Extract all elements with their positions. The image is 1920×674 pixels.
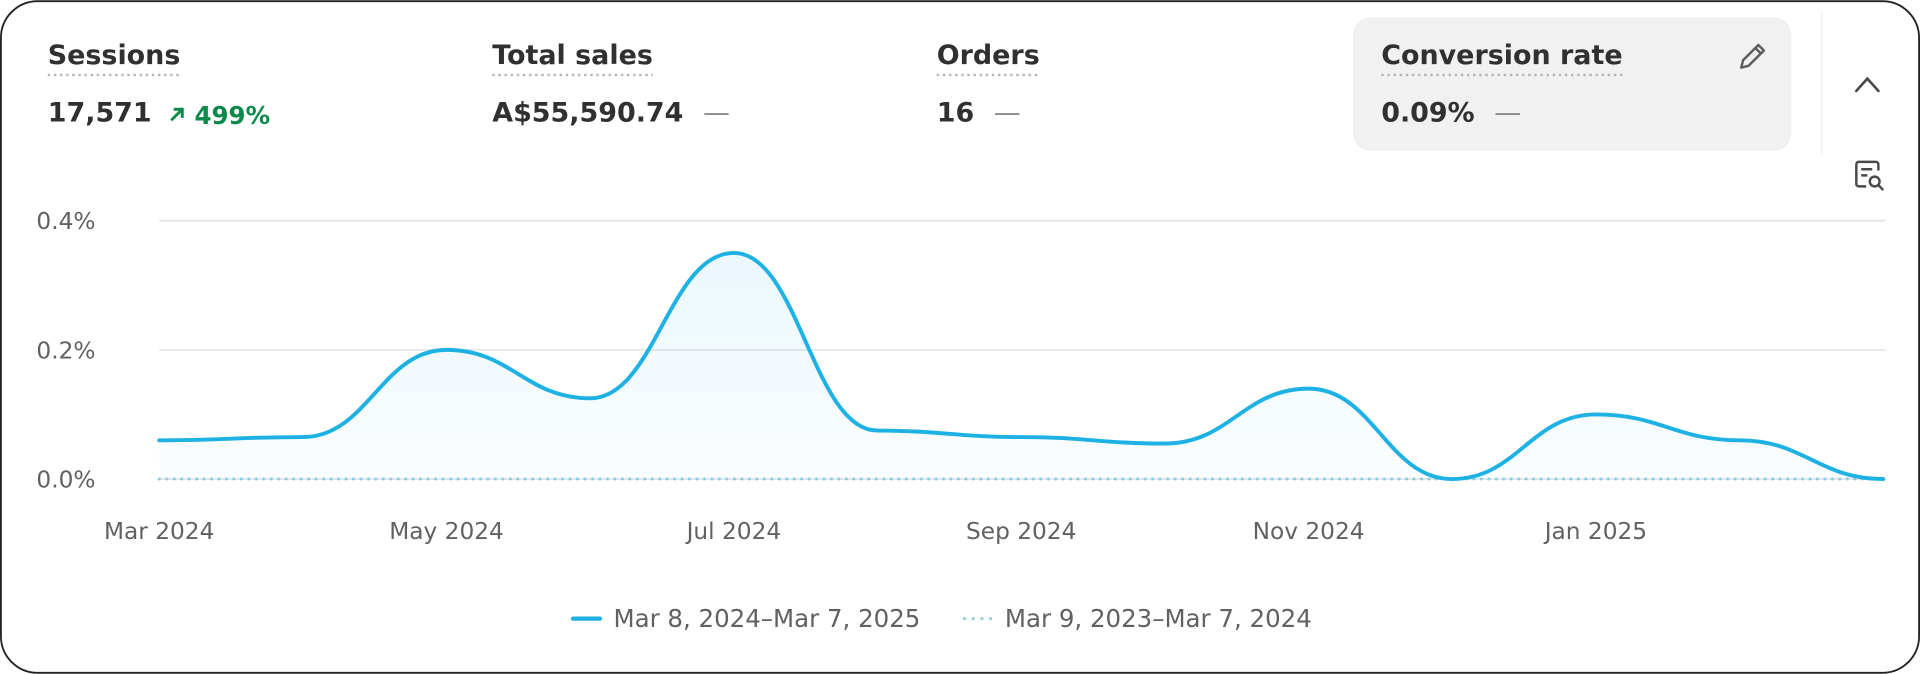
metric-change: —	[703, 97, 730, 128]
selected-metric-bg[interactable]	[1353, 17, 1792, 151]
metric-label: Total sales	[492, 40, 653, 71]
y-tick-label: 0.4%	[36, 208, 95, 235]
metric-change: 499%	[195, 101, 271, 130]
trend-arrow	[170, 107, 184, 122]
y-tick-label: 0.2%	[36, 337, 95, 364]
metric-value: 17,571	[48, 97, 152, 128]
legend-label[interactable]: Mar 9, 2023–Mar 7, 2024	[1005, 604, 1312, 633]
metric-change: —	[994, 97, 1021, 128]
legend-label[interactable]: Mar 8, 2024–Mar 7, 2025	[613, 604, 920, 633]
y-tick-label: 0.0%	[36, 467, 95, 494]
metric-label: Sessions	[48, 40, 181, 71]
area	[159, 252, 1884, 480]
chart: 0.0% 0.2% 0.4% Mar 2024 May 2024 Jul 2024 Sep …	[36, 208, 1886, 633]
x-tick-label: Mar 2024	[104, 518, 214, 545]
metric-change: —	[1494, 97, 1521, 128]
metric-value: 0.09%	[1381, 97, 1474, 128]
x-tick-label: Jan 2025	[1543, 518, 1647, 545]
metric-value: A$55,590.74	[492, 97, 683, 128]
metric-label: Conversion rate	[1381, 40, 1622, 71]
series-line	[157, 251, 1886, 482]
collapse-icon[interactable]	[1854, 76, 1880, 93]
divider	[1820, 10, 1823, 155]
explore-icon[interactable]	[1855, 160, 1885, 191]
edit-icon[interactable]	[1740, 43, 1766, 69]
metrics: Sessions 17,571 499% Total sales A$55,590.74…	[48, 40, 1623, 130]
metric-value: 16	[937, 97, 974, 128]
x-tick-label: Sep 2024	[966, 518, 1076, 545]
x-tick-label: Jul 2024	[685, 518, 782, 545]
x-tick-label: Nov 2024	[1253, 518, 1365, 545]
x-tick-label: May 2024	[389, 518, 504, 545]
metric-label: Orders	[937, 40, 1040, 71]
